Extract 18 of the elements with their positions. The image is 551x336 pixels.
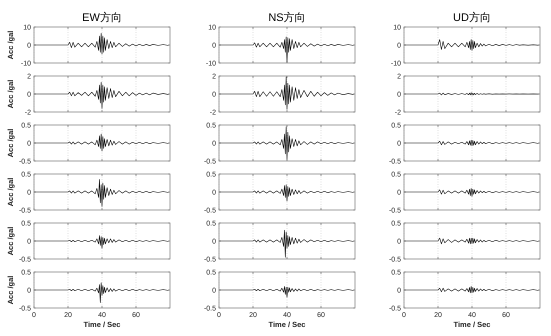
line-series <box>404 188 539 197</box>
line-series <box>218 126 354 160</box>
line-series <box>404 39 539 51</box>
line-series <box>34 33 169 54</box>
chart-title: EW方向 <box>82 11 122 24</box>
line-series <box>218 230 354 258</box>
line-series <box>34 82 169 109</box>
line-series <box>218 286 354 298</box>
line-series <box>34 134 169 152</box>
chart-title: UD方向 <box>453 11 491 24</box>
line-series <box>34 179 169 207</box>
line-series <box>34 282 169 303</box>
line-series <box>34 235 169 248</box>
line-series <box>218 184 354 202</box>
line-series <box>218 76 354 110</box>
line-series <box>218 36 354 62</box>
line-series <box>404 286 539 294</box>
chart-title: NS方向 <box>268 11 306 24</box>
